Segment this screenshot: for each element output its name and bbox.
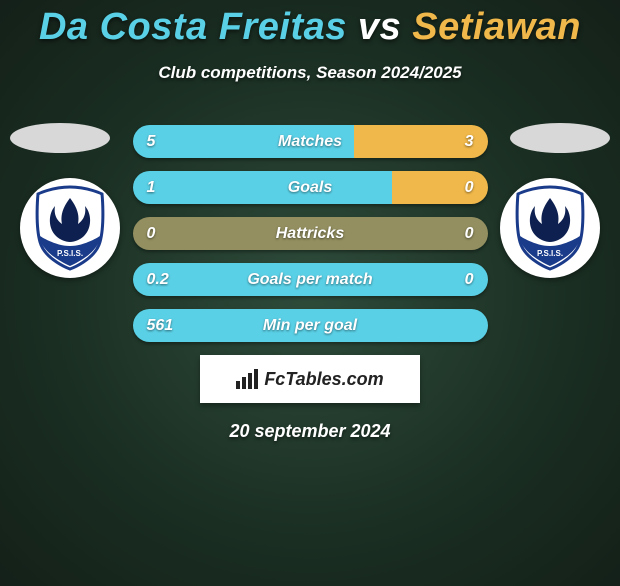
stat-value-left: 1: [147, 171, 156, 204]
stat-value-right: 0: [465, 171, 474, 204]
attribution-text: FcTables.com: [264, 369, 383, 390]
stat-row: Goals per match0.2 0: [133, 263, 488, 296]
crest-label: P.S.I.S.: [537, 249, 563, 258]
stat-row: Matches5 3: [133, 125, 488, 158]
player2-club-crest: P.S.I.S.: [500, 178, 600, 278]
stat-value-left: 561: [147, 309, 174, 342]
stat-value-right: 0: [465, 217, 474, 250]
chart-bars-icon: [236, 369, 258, 389]
stat-label: Goals: [133, 171, 488, 204]
player1-club-crest: P.S.I.S.: [20, 178, 120, 278]
subtitle: Club competitions, Season 2024/2025: [0, 63, 620, 83]
snapshot-date: 20 september 2024: [0, 421, 620, 442]
stat-value-right: 3: [465, 125, 474, 158]
stat-label: Min per goal: [133, 309, 488, 342]
comparison-title: Da Costa Freitas vs Setiawan: [0, 6, 620, 49]
crest-label: P.S.I.S.: [57, 249, 83, 258]
player1-avatar-placeholder: [10, 123, 110, 153]
player2-name: Setiawan: [412, 6, 581, 48]
stat-row: Goals1 0: [133, 171, 488, 204]
player1-name: Da Costa Freitas: [39, 6, 347, 48]
stat-label: Goals per match: [133, 263, 488, 296]
attribution-badge: FcTables.com: [200, 355, 420, 403]
player2-avatar-placeholder: [510, 123, 610, 153]
stat-value-left: 5: [147, 125, 156, 158]
stat-value-right: 0: [465, 263, 474, 296]
stat-label: Hattricks: [133, 217, 488, 250]
crest-icon: P.S.I.S.: [30, 184, 110, 272]
stat-row: Hattricks0 0: [133, 217, 488, 250]
stat-label: Matches: [133, 125, 488, 158]
comparison-panel: P.S.I.S. P.S.I.S. Matches53Goals10Hattri…: [0, 123, 620, 442]
vs-separator: vs: [347, 6, 412, 48]
crest-icon: P.S.I.S.: [510, 184, 590, 272]
stat-row: Min per goal561: [133, 309, 488, 342]
stat-rows: Matches53Goals10Hattricks00Goals per mat…: [133, 123, 488, 342]
stat-value-left: 0: [147, 217, 156, 250]
stat-value-left: 0.2: [147, 263, 169, 296]
